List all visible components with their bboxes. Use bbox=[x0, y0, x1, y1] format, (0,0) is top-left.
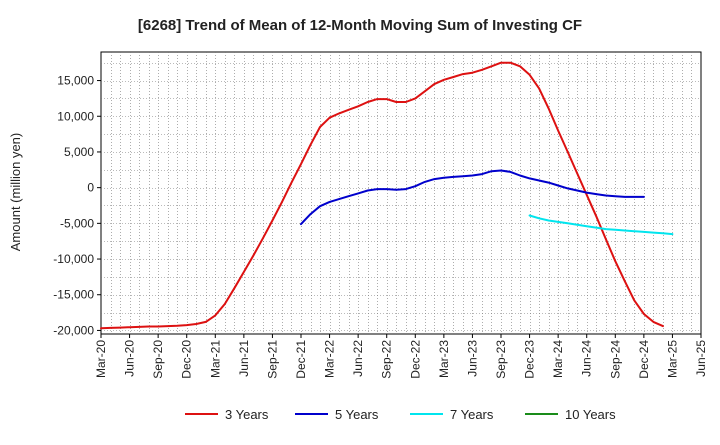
series-line-5-years bbox=[300, 169, 645, 226]
x-tick-label: Sep-22 bbox=[380, 340, 394, 379]
x-tick-label: Sep-24 bbox=[608, 340, 622, 379]
y-tick-label: 0 bbox=[87, 181, 94, 195]
chart-title: [6268] Trend of Mean of 12-Month Moving … bbox=[138, 17, 582, 34]
series-line-7-years bbox=[528, 214, 674, 236]
y-axis-ticks: -20,000 -15,000 -10,000 -5,000 0 5,000 10,000 1… bbox=[53, 74, 101, 337]
x-tick-label: Mar-23 bbox=[437, 340, 451, 378]
legend-label-10-years: 10 Years bbox=[565, 407, 616, 422]
legend: 3 Years 5 Years 7 Years 10 Years bbox=[185, 407, 616, 422]
x-tick-label: Dec-20 bbox=[180, 340, 194, 379]
x-tick-label: Jun-22 bbox=[351, 340, 365, 377]
x-tick-label: Dec-22 bbox=[408, 340, 422, 379]
x-tick-label: Jun-21 bbox=[237, 340, 251, 377]
x-tick-label: Mar-25 bbox=[665, 340, 679, 378]
x-tick-label: Jun-24 bbox=[580, 340, 594, 377]
x-tick-label: Mar-22 bbox=[323, 340, 337, 378]
legend-label-5-years: 5 Years bbox=[335, 407, 379, 422]
x-tick-label: Mar-21 bbox=[208, 340, 222, 378]
y-tick-label: 5,000 bbox=[64, 145, 94, 159]
legend-label-7-years: 7 Years bbox=[450, 407, 494, 422]
y-tick-label: 10,000 bbox=[57, 109, 94, 123]
x-tick-label: Sep-23 bbox=[494, 340, 508, 379]
x-axis-ticks: Mar-20 Jun-20 Sep-20 Dec-20 Mar-21 Jun-21 Sep-… bbox=[94, 334, 708, 379]
x-tick-label: Sep-21 bbox=[265, 340, 279, 379]
y-axis-label: Amount (million yen) bbox=[8, 133, 23, 252]
x-tick-label: Jun-25 bbox=[694, 340, 708, 377]
series-line-3-years bbox=[100, 61, 664, 330]
x-tick-label: Dec-24 bbox=[637, 340, 651, 379]
grid-lines bbox=[101, 52, 701, 334]
legend-label-3-years: 3 Years bbox=[225, 407, 269, 422]
x-tick-label: Mar-24 bbox=[551, 340, 565, 378]
x-tick-label: Jun-20 bbox=[123, 340, 137, 377]
y-tick-label: -5,000 bbox=[60, 216, 94, 230]
x-tick-label: Jun-23 bbox=[465, 340, 479, 377]
y-tick-label: 15,000 bbox=[57, 74, 94, 88]
plot-area bbox=[100, 51, 702, 335]
x-tick-label: Dec-23 bbox=[523, 340, 537, 379]
x-tick-label: Mar-20 bbox=[94, 340, 108, 378]
x-tick-label: Dec-21 bbox=[294, 340, 308, 379]
y-tick-label: -15,000 bbox=[53, 288, 94, 302]
series-lines bbox=[100, 61, 674, 330]
y-tick-label: -10,000 bbox=[53, 252, 94, 266]
x-tick-label: Sep-20 bbox=[151, 340, 165, 379]
y-tick-label: -20,000 bbox=[53, 323, 94, 337]
